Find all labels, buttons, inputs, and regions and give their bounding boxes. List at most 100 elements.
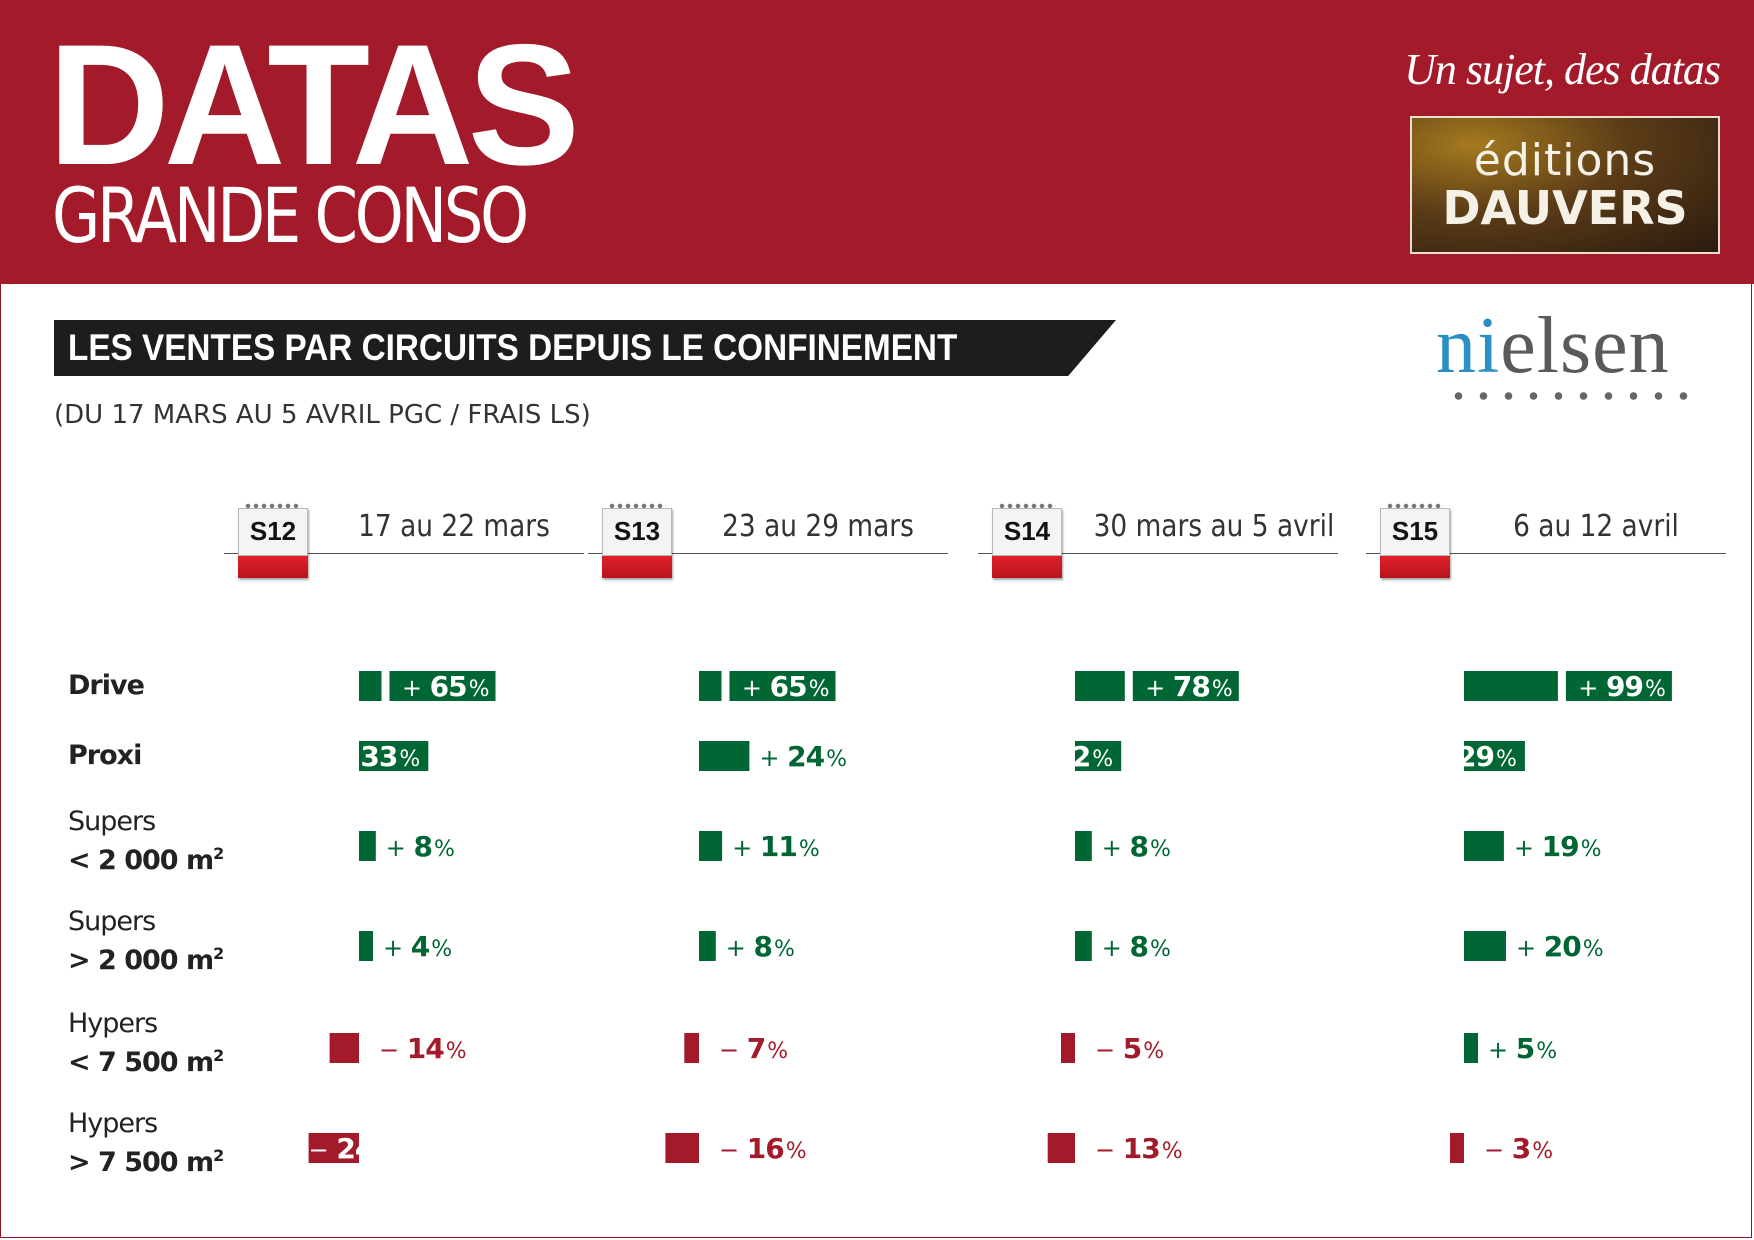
data-label: + 8% <box>1102 830 1171 863</box>
data-label-value: 11 <box>760 830 797 863</box>
data-label: + 8% <box>1102 930 1171 963</box>
row-label-superscript: 2 <box>213 1146 224 1165</box>
bar <box>699 741 750 771</box>
chart-title: LES VENTES PAR CIRCUITS DEPUIS LE CONFIN… <box>68 327 958 368</box>
data-label-unit: % <box>434 837 455 862</box>
data-label-sign: + <box>726 934 754 962</box>
row-label-line2: > 7 500 m2 <box>68 1146 224 1178</box>
data-label-sign: + <box>1145 674 1173 702</box>
row-label-line2: < 7 500 m2 <box>68 1046 224 1078</box>
bar <box>308 1133 359 1163</box>
bar <box>684 1033 699 1063</box>
calendar-page <box>602 508 672 556</box>
header-band: DATAS GRANDE CONSO Un sujet, des datas é… <box>0 0 1754 284</box>
data-label-value: 8 <box>1130 830 1148 863</box>
row-label: Supers > 2 000 m2 <box>68 906 224 977</box>
data-label: + 65% <box>402 670 490 703</box>
data-label-unit: % <box>399 747 420 772</box>
week-header-rule <box>978 553 1338 554</box>
data-label-value: 19 <box>1542 830 1579 863</box>
data-label-value: 14 <box>407 1032 444 1065</box>
data-label-unit: % <box>469 677 490 702</box>
row-label-superscript: 2 <box>213 1046 224 1065</box>
data-label-sign: + <box>732 834 760 862</box>
calendar-icon: S13 <box>602 500 672 578</box>
data-label-sign: − <box>1095 1136 1123 1164</box>
data-label: + 22% <box>1026 740 1114 773</box>
data-label: + 5% <box>1488 1032 1557 1065</box>
week-header-rule <box>224 553 584 554</box>
data-label-unit: % <box>1092 747 1113 772</box>
data-label: + 11% <box>732 830 820 863</box>
publisher-logo: éditions DAUVERS <box>1410 116 1720 254</box>
bar-gap <box>1557 671 1566 701</box>
data-label-unit: % <box>786 1139 807 1164</box>
bar <box>359 741 429 771</box>
bar <box>1061 1033 1075 1063</box>
data-label: + 33% <box>333 740 421 773</box>
data-label: − 14% <box>379 1032 467 1065</box>
calendar-rings <box>1386 500 1444 512</box>
row-label-line2: > 2 000 m2 <box>68 944 224 976</box>
data-label: − 7% <box>719 1032 788 1065</box>
calendar-page <box>238 508 308 556</box>
data-label-unit: % <box>1162 1139 1183 1164</box>
data-label: − 13% <box>1095 1132 1183 1165</box>
bar <box>1464 931 1506 961</box>
data-label-sign: + <box>402 674 430 702</box>
row-label-superscript: 2 <box>213 944 224 963</box>
data-label-unit: % <box>1532 1139 1553 1164</box>
bar <box>1075 931 1092 961</box>
row-label: Hypers < 7 500 m2 <box>68 1008 224 1079</box>
calendar-page <box>992 508 1062 556</box>
week-dates: 23 au 29 mars <box>722 509 914 544</box>
brand-subtitle: GRANDE CONSO <box>52 171 529 260</box>
data-label: + 20% <box>1516 930 1604 963</box>
row-label: Hypers > 7 500 m2 <box>68 1108 224 1179</box>
data-label-sign: + <box>1102 834 1130 862</box>
calendar-rings <box>244 500 302 512</box>
data-label-unit: % <box>1536 1039 1557 1064</box>
week-header-rule <box>1366 553 1726 554</box>
week-dates: 17 au 22 mars <box>358 509 550 544</box>
data-label-sign: − <box>309 1136 337 1164</box>
data-label-value: 20 <box>1544 930 1581 963</box>
calendar-page <box>1380 508 1450 556</box>
row-label-line1: Hypers <box>68 1108 158 1139</box>
calendar-base <box>238 556 308 578</box>
data-label-value: 5 <box>1123 1032 1141 1065</box>
data-label: − 16% <box>719 1132 807 1165</box>
chart-title-banner: LES VENTES PAR CIRCUITS DEPUIS LE CONFIN… <box>54 320 1116 376</box>
row-label-line1: Proxi <box>68 740 142 771</box>
data-label: + 78% <box>1145 670 1233 703</box>
data-label-value: 29 <box>1457 740 1494 773</box>
row-label-line1: Supers <box>68 806 156 837</box>
publisher-logo-line2: DAUVERS <box>1442 181 1688 235</box>
calendar-icon: S14 <box>992 500 1062 578</box>
row-label: Proxi <box>68 740 142 772</box>
week-header: S14 30 mars au 5 avril <box>978 496 1338 582</box>
calendar-icon: S15 <box>1380 500 1450 578</box>
data-label-sign: − <box>719 1036 747 1064</box>
row-label-line1: Supers <box>68 906 156 937</box>
bar <box>1075 741 1122 771</box>
week-header-rule <box>588 553 948 554</box>
data-label-value: 8 <box>414 830 432 863</box>
data-label-value: 65 <box>430 670 467 703</box>
data-label-value: 8 <box>754 930 772 963</box>
data-label-value: 65 <box>770 670 807 703</box>
data-label-unit: % <box>767 1039 788 1064</box>
calendar-rings <box>608 500 666 512</box>
data-label-value: 33 <box>360 740 397 773</box>
bar <box>1464 831 1504 861</box>
data-label: + 4% <box>383 930 452 963</box>
week-header: S13 23 au 29 mars <box>588 496 948 582</box>
source-logo-accent: ni <box>1436 302 1501 390</box>
bar <box>359 931 373 961</box>
bar <box>665 1133 699 1163</box>
data-label-sign: + <box>386 834 414 862</box>
week-dates: 30 mars au 5 avril <box>1093 509 1335 544</box>
data-label-sign: + <box>1429 744 1457 772</box>
calendar-icon: S12 <box>238 500 308 578</box>
